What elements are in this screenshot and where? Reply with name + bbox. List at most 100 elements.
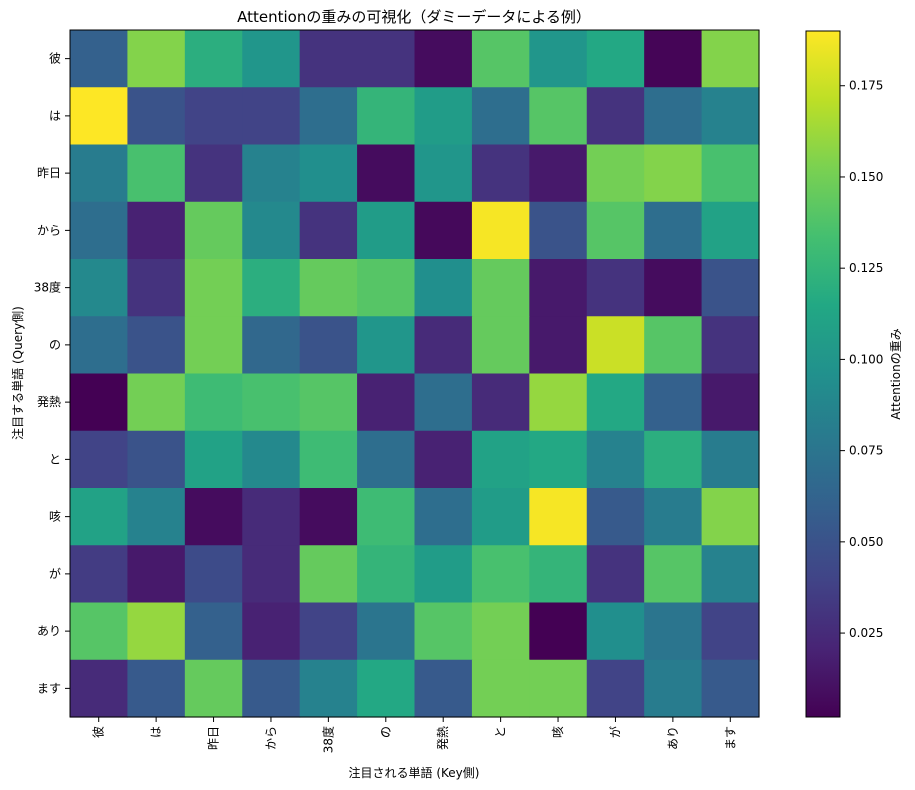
x-axis-ticks: 彼 は 昨日 から 38度 の 発熱 と 咳 が あり ます: [92, 717, 737, 753]
heatmap-cell: [529, 316, 588, 375]
heatmap-cell: [299, 316, 358, 375]
heatmap-cell: [357, 430, 416, 489]
heatmap-cell: [414, 602, 473, 661]
heatmap-cell: [242, 87, 301, 146]
heatmap-cell: [644, 373, 703, 432]
heatmap-cell: [357, 488, 416, 546]
heatmap-cell: [70, 430, 129, 489]
x-tick-label: と: [494, 726, 508, 738]
heatmap-cell: [127, 488, 186, 546]
heatmap-cell: [644, 87, 703, 146]
heatmap-cell: [184, 373, 243, 432]
heatmap-cell: [127, 545, 186, 604]
y-axis-label: 注目する単語 (Query側): [10, 306, 25, 440]
y-tick-label: 発熱: [37, 395, 61, 409]
heatmap-cell: [127, 659, 186, 718]
x-tick-label: の: [379, 726, 393, 738]
chart-title: Attentionの重みの可視化（ダミーデータによる例）: [237, 8, 591, 26]
heatmap-frame: [69, 29, 760, 718]
colorbar-tick-label: 0.100: [849, 352, 883, 366]
heatmap-cell: [414, 144, 473, 203]
heatmap-cell: [586, 144, 645, 203]
y-tick-label: ます: [37, 681, 61, 695]
heatmap-cell: [701, 373, 760, 432]
heatmap-cell: [586, 316, 645, 375]
heatmap-cell: [471, 30, 530, 88]
heatmap-cell: [299, 144, 358, 203]
colorbar-ticks: 0.025 0.050 0.075 0.100 0.125 0.150 0.175: [840, 79, 883, 640]
heatmap-cell: [529, 259, 588, 317]
heatmap-cell: [357, 144, 416, 203]
heatmap-cell: [586, 430, 645, 489]
heatmap-cell: [529, 602, 588, 661]
heatmap-cell: [242, 602, 301, 661]
heatmap-cell: [529, 30, 588, 88]
heatmap-cell: [299, 430, 358, 489]
heatmap-cell: [414, 87, 473, 146]
heatmap-cell: [299, 602, 358, 661]
heatmap-cell: [299, 373, 358, 432]
heatmap-cell: [586, 259, 645, 317]
colorbar-tick-label: 0.150: [849, 170, 883, 184]
heatmap-cell: [299, 659, 358, 718]
heatmap-cell: [644, 201, 703, 260]
heatmap-cell: [471, 545, 530, 604]
heatmap-cell: [184, 602, 243, 661]
heatmap-cell: [357, 259, 416, 317]
heatmap-cell: [471, 144, 530, 203]
heatmap-cell: [127, 87, 186, 146]
colorbar-tick-label: 0.050: [849, 535, 883, 549]
heatmap-cell: [529, 373, 588, 432]
heatmap-cell: [529, 430, 588, 489]
heatmap-cell: [586, 201, 645, 260]
heatmap-cell: [127, 373, 186, 432]
heatmap-cell: [299, 259, 358, 317]
x-tick-label: 咳: [551, 726, 565, 738]
heatmap-cell: [70, 201, 129, 260]
heatmap-cell: [644, 30, 703, 88]
heatmap-cell: [127, 30, 186, 88]
heatmap-cell: [70, 659, 129, 718]
x-tick-label: 38度: [320, 726, 335, 753]
heatmap-cell: [471, 659, 530, 718]
heatmap-cell: [127, 430, 186, 489]
heatmap-cell: [471, 316, 530, 375]
heatmap-cell: [70, 602, 129, 661]
colorbar: [805, 30, 841, 718]
heatmap-cell: [529, 659, 588, 718]
heatmap-cell: [529, 201, 588, 260]
heatmap-cell: [701, 201, 760, 260]
heatmap-cell: [471, 87, 530, 146]
heatmap-cell: [242, 659, 301, 718]
heatmap-cell: [357, 201, 416, 260]
x-tick-label: ます: [723, 726, 737, 750]
heatmap-cell: [127, 144, 186, 203]
heatmap-cell: [586, 488, 645, 546]
x-axis-label: 注目される単語 (Key側): [349, 765, 480, 780]
heatmap-cell: [357, 373, 416, 432]
heatmap-cell: [414, 201, 473, 260]
y-tick-label: が: [49, 566, 61, 581]
heatmap-cell: [242, 259, 301, 317]
heatmap-cell: [242, 373, 301, 432]
heatmap-cell: [70, 87, 129, 146]
heatmap-cell: [644, 545, 703, 604]
heatmap-cell: [70, 545, 129, 604]
heatmap-cell: [70, 373, 129, 432]
heatmap-cell: [644, 259, 703, 317]
heatmap-cell: [127, 316, 186, 375]
heatmap-cell: [242, 488, 301, 546]
y-tick-label: 咳: [49, 510, 61, 524]
x-tick-label: は: [149, 726, 163, 738]
heatmap-cell: [414, 488, 473, 546]
heatmap-cell: [586, 373, 645, 432]
heatmap-cell: [299, 201, 358, 260]
heatmap-cell: [357, 30, 416, 88]
heatmap-cell: [701, 545, 760, 604]
y-tick-label: の: [49, 338, 61, 352]
heatmap-cell: [184, 144, 243, 203]
heatmap-cell: [70, 259, 129, 317]
heatmap-cell: [471, 259, 530, 317]
y-tick-label: 彼: [49, 52, 61, 66]
heatmap-cell: [357, 659, 416, 718]
